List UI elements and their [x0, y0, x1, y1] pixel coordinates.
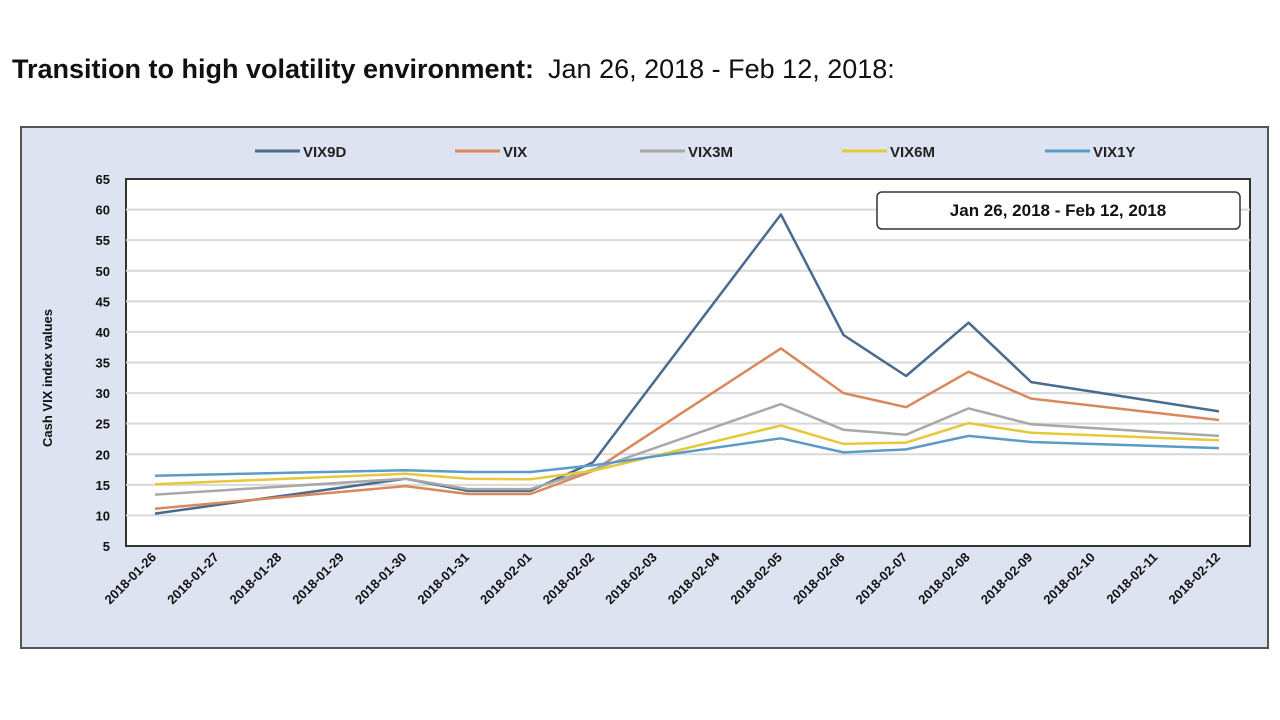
y-tick-label: 10 — [96, 508, 110, 523]
legend-label: VIX9D — [303, 144, 347, 161]
y-tick-label: 55 — [96, 233, 110, 248]
title-range: Jan 26, 2018 - Feb 12, 2018: — [548, 54, 895, 84]
series-line-vix — [154, 347, 1220, 510]
y-tick-label: 65 — [96, 172, 110, 187]
y-axis-label: Cash VIX index values — [40, 309, 55, 447]
y-tick-label: 20 — [96, 447, 110, 462]
series-line-vix6m — [154, 421, 1220, 486]
y-tick-label: 45 — [96, 294, 110, 309]
page-title: Transition to high volatility environmen… — [12, 54, 895, 85]
legend-label: VIX — [503, 144, 527, 161]
y-tick-label: 40 — [96, 325, 110, 340]
series-line-vix3m — [154, 402, 1220, 496]
y-tick-label: 5 — [103, 539, 110, 554]
legend-label: VIX1Y — [1093, 144, 1136, 161]
series-line-vix1y — [154, 434, 1220, 477]
y-tick-label: 25 — [96, 417, 110, 432]
y-tick-label: 35 — [96, 356, 110, 371]
y-tick-label: 50 — [96, 264, 110, 279]
legend-label: VIX6M — [890, 144, 935, 161]
legend-label: VIX3M — [688, 144, 733, 161]
y-tick-label: 60 — [96, 203, 110, 218]
y-tick-label: 15 — [96, 478, 110, 493]
y-tick-label: 30 — [96, 386, 110, 401]
annotation-box — [876, 191, 1241, 230]
annotation-text: Jan 26, 2018 - Feb 12, 2018 — [950, 201, 1166, 220]
title-bold: Transition to high volatility environmen… — [12, 54, 535, 84]
